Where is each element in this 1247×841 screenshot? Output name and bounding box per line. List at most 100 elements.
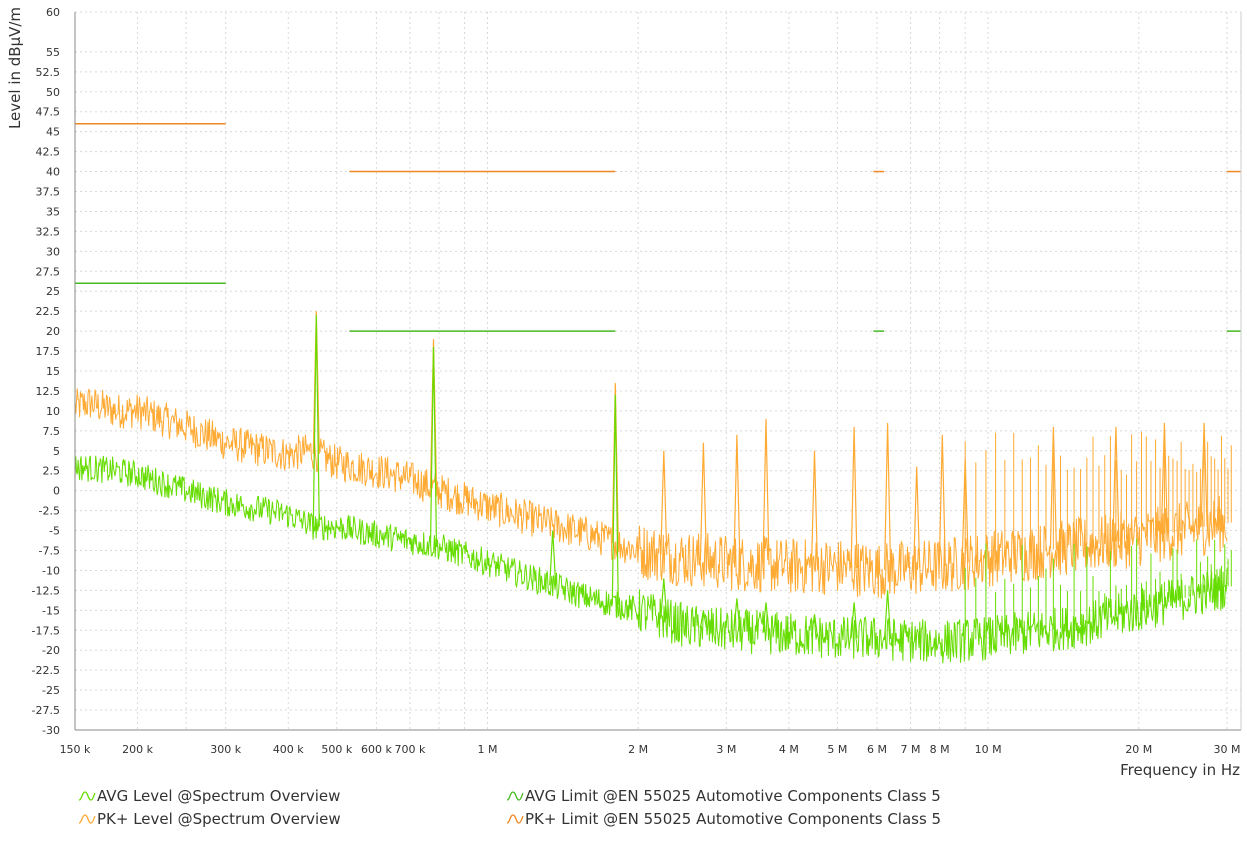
- legend-label: AVG Limit @EN 55025 Automotive Component…: [525, 787, 941, 805]
- x-tick-label: 1 M: [477, 743, 497, 756]
- series-pk-peak: [699, 442, 707, 561]
- y-tick-label: 32.5: [36, 225, 61, 238]
- legend-item-pk-level: PK+ Level @Spectrum Overview: [78, 810, 341, 828]
- x-tick-label: 7 M: [901, 743, 921, 756]
- series-pk-peak: [762, 418, 770, 566]
- series-pk-peak: [312, 311, 320, 454]
- x-tick-label: 500 k: [321, 743, 352, 756]
- y-axis-label: Level in dBµV/m: [6, 7, 24, 129]
- x-axis-label: Frequency in Hz: [1120, 761, 1240, 779]
- legend-wave-icon: [506, 814, 524, 824]
- series-pk-peak: [884, 422, 892, 570]
- series-avg-peak: [312, 315, 320, 527]
- x-tick-label: 10 M: [975, 743, 1002, 756]
- y-tick-label: 40: [46, 166, 60, 179]
- series-pk-peak: [733, 434, 741, 564]
- series-pk-peak: [810, 450, 819, 567]
- y-tick-label: 0: [53, 485, 60, 498]
- y-tick-label: 47.5: [36, 106, 61, 119]
- y-tick-label: -27.5: [32, 704, 60, 717]
- legend-wave-icon: [78, 791, 96, 801]
- legend-label: PK+ Level @Spectrum Overview: [97, 810, 341, 828]
- series-avg-trace: [74, 455, 1228, 664]
- y-tick-label: -2.5: [39, 505, 60, 518]
- y-tick-label: -25: [42, 684, 60, 697]
- series-avg-peak: [810, 614, 819, 637]
- series-avg-peak: [549, 530, 557, 586]
- x-tick-label: 5 M: [827, 743, 847, 756]
- y-tick-label: 42.5: [36, 146, 61, 159]
- x-tick-label: 8 M: [930, 743, 950, 756]
- y-tick-label: 30: [46, 245, 60, 258]
- series-avg-peak: [762, 602, 770, 633]
- series-pk-peak: [611, 382, 619, 543]
- y-tick-label: 20: [46, 325, 60, 338]
- x-tick-label: 2 M: [628, 743, 648, 756]
- x-tick-label: 4 M: [779, 743, 799, 756]
- y-tick-label: -5: [49, 525, 60, 538]
- x-tick-label: 200 k: [122, 743, 153, 756]
- y-tick-label: 45: [46, 126, 60, 139]
- legend-item-avg-level: AVG Level @Spectrum Overview: [78, 787, 340, 805]
- y-tick-label: 60: [46, 6, 60, 19]
- x-tick-label: 6 M: [867, 743, 887, 756]
- x-tick-label: 3 M: [716, 743, 736, 756]
- y-tick-label: 50: [46, 86, 60, 99]
- series-pk-peak: [1200, 422, 1208, 527]
- y-tick-label: -17.5: [32, 624, 60, 637]
- series-pk-peak: [1049, 426, 1057, 550]
- y-tick-label: -22.5: [32, 664, 60, 677]
- series-avg-peak: [733, 598, 741, 632]
- series-pk-trace: [74, 388, 1228, 599]
- y-tick-label: -10: [42, 564, 60, 577]
- legend-item-avg-limit: AVG Limit @EN 55025 Automotive Component…: [506, 787, 941, 805]
- y-tick-label: 52.5: [36, 66, 61, 79]
- series-pk-peak: [429, 339, 438, 489]
- x-tick-label: 150 k: [60, 743, 91, 756]
- series-pk-peak: [938, 434, 946, 567]
- series-avg-peak: [699, 610, 707, 629]
- series-avg-peak: [611, 394, 619, 605]
- legend-item-pk-limit: PK+ Limit @EN 55025 Automotive Component…: [506, 810, 941, 828]
- x-tick-label: 700 k: [394, 743, 425, 756]
- y-tick-label: 37.5: [36, 186, 61, 199]
- y-tick-label: 2.5: [43, 465, 61, 478]
- legend-label: PK+ Limit @EN 55025 Automotive Component…: [525, 810, 942, 828]
- y-tick-label: -12.5: [32, 584, 60, 597]
- series-avg-peak: [660, 578, 668, 619]
- axes: 605552.55047.54542.54037.53532.53027.525…: [32, 6, 1242, 756]
- y-tick-label: -30: [42, 724, 60, 737]
- series-pk-peak: [1160, 422, 1168, 534]
- y-tick-label: 5: [53, 445, 60, 458]
- y-tick-label: 15: [46, 365, 60, 378]
- y-tick-label: 55: [46, 46, 60, 59]
- y-tick-label: -15: [42, 604, 60, 617]
- series-pk-peak: [850, 426, 858, 569]
- y-tick-label: 10: [46, 405, 60, 418]
- y-tick-label: -7.5: [39, 545, 60, 558]
- x-tick-label: 30 M: [1213, 743, 1240, 756]
- series-avg-peak: [429, 347, 438, 546]
- series-pk-peak: [1112, 426, 1120, 542]
- grid: [74, 11, 1241, 731]
- y-tick-label: 22.5: [36, 305, 61, 318]
- y-tick-label: 35: [46, 205, 60, 218]
- y-tick-label: 25: [46, 285, 60, 298]
- x-tick-label: 300 k: [210, 743, 241, 756]
- y-tick-label: 7.5: [43, 425, 61, 438]
- series-avg-peak: [884, 590, 892, 639]
- limit-lines: [75, 122, 1241, 332]
- series-pk-peak: [913, 466, 921, 568]
- series-pk-peak: [660, 450, 668, 555]
- y-tick-label: 12.5: [36, 385, 61, 398]
- x-tick-label: 600 k: [361, 743, 392, 756]
- y-tick-label: 17.5: [36, 345, 61, 358]
- y-tick-label: -20: [42, 644, 60, 657]
- x-tick-label: 400 k: [273, 743, 304, 756]
- legend-wave-icon: [78, 814, 96, 824]
- legend-label: AVG Level @Spectrum Overview: [97, 787, 341, 805]
- series-layer: [74, 311, 1232, 664]
- x-tick-label: 20 M: [1125, 743, 1152, 756]
- legend-wave-icon: [506, 791, 524, 801]
